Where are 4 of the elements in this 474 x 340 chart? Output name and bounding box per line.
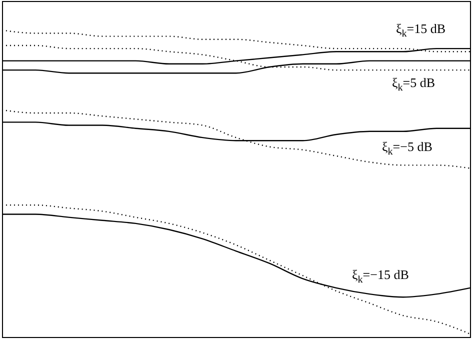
annotation: ξ$_{k}$=−5 dB — [382, 139, 432, 160]
annotation: ξ$_{k}$=−15 dB — [352, 267, 409, 288]
annotation: ξ$_{k}$=15 dB — [396, 21, 446, 42]
annotation: ξ$_{k}$=5 dB — [392, 75, 436, 96]
